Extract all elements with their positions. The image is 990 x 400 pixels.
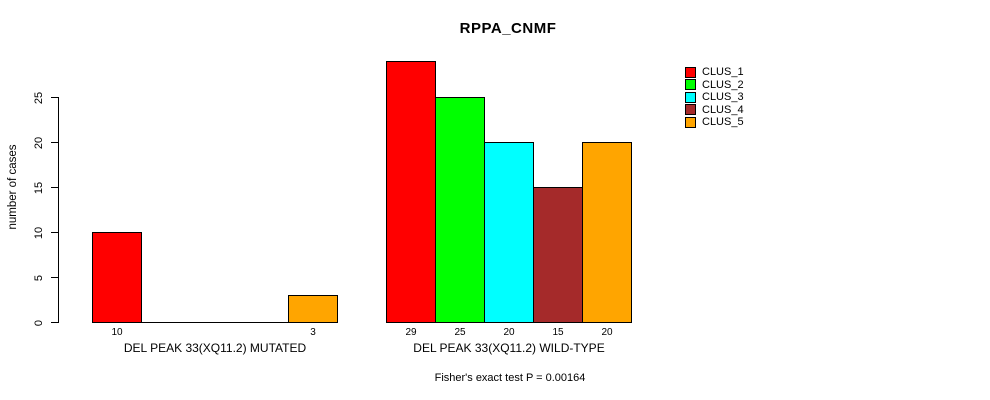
y-axis-label: number of cases — [7, 144, 19, 230]
legend-item: CLUS_1 — [685, 66, 744, 79]
legend-item: CLUS_2 — [685, 79, 744, 92]
bar-value-label: 25 — [454, 327, 466, 338]
bar — [435, 97, 485, 323]
bar — [92, 232, 142, 323]
legend-label: CLUS_1 — [702, 66, 744, 78]
y-tick-label: 5 — [33, 274, 45, 281]
bar-value-label: 15 — [552, 327, 564, 338]
group-label: DEL PEAK 33(XQ11.2) MUTATED — [123, 341, 307, 355]
bar — [288, 295, 338, 323]
y-axis-line — [58, 97, 59, 323]
y-tick-label: 15 — [33, 181, 45, 194]
legend: CLUS_1 CLUS_2 CLUS_3 CLUS_4 CLUS_5 — [685, 66, 744, 129]
y-tick — [51, 322, 58, 323]
legend-item: CLUS_3 — [685, 91, 744, 104]
bar — [533, 187, 583, 323]
legend-label: CLUS_4 — [702, 103, 744, 116]
x-axis-baseline — [92, 322, 338, 323]
legend-swatch — [685, 66, 696, 78]
bar-value-label: 10 — [111, 327, 123, 338]
legend-item: CLUS_5 — [685, 116, 744, 129]
legend-swatch — [685, 91, 696, 103]
y-tick — [51, 232, 58, 233]
footnote: Fisher's exact test P = 0.00164 — [434, 372, 586, 384]
legend-label: CLUS_5 — [702, 116, 744, 128]
legend-item: CLUS_4 — [685, 104, 744, 117]
y-tick-label: 0 — [33, 319, 45, 326]
bar — [484, 142, 534, 323]
y-tick — [51, 187, 58, 188]
legend-swatch — [685, 116, 696, 128]
legend-swatch — [685, 104, 696, 116]
bar-value-label: 29 — [405, 327, 417, 338]
bar-value-label: 20 — [503, 327, 515, 338]
legend-label: CLUS_2 — [702, 78, 744, 91]
y-tick — [51, 97, 58, 98]
y-tick-label: 10 — [33, 226, 45, 239]
legend-swatch — [685, 79, 696, 91]
y-tick — [51, 277, 58, 278]
bar-value-label: 3 — [310, 327, 316, 338]
bar-value-label: 20 — [601, 327, 613, 338]
y-tick — [51, 142, 58, 143]
chart-title: RPPA_CNMF — [459, 20, 557, 37]
bar — [386, 61, 436, 323]
bar — [582, 142, 632, 323]
y-tick-label: 20 — [33, 136, 45, 149]
group-label: DEL PEAK 33(XQ11.2) WILD-TYPE — [413, 341, 605, 355]
y-tick-label: 25 — [33, 91, 45, 104]
legend-label: CLUS_3 — [702, 91, 744, 103]
